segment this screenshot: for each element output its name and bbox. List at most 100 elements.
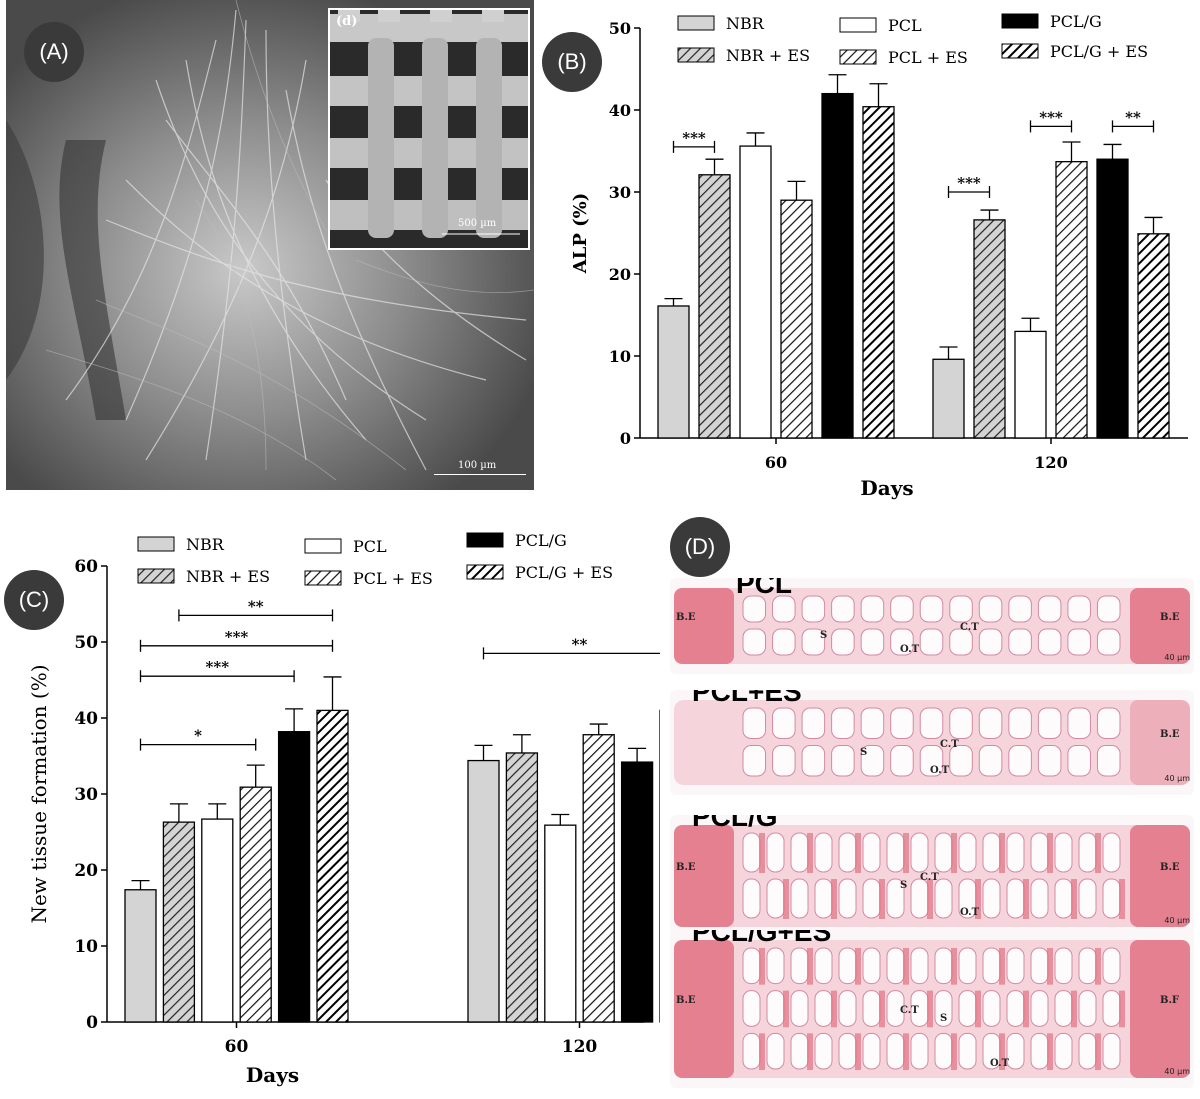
significance-label: ** xyxy=(572,635,588,653)
sem-micrograph: (d) 500 µm 100 µm xyxy=(6,0,534,490)
tissue-label-be-left: B.E xyxy=(676,995,696,1006)
tissue-label-s: S xyxy=(900,880,908,891)
bar xyxy=(1137,233,1170,439)
significance-label: *** xyxy=(957,174,981,192)
histology-title: PCL/G+ES xyxy=(692,930,832,947)
legend-swatch xyxy=(839,17,877,33)
bar xyxy=(657,305,690,439)
significance-label: ** xyxy=(248,597,264,615)
legend-swatch xyxy=(839,49,877,65)
bar xyxy=(201,818,234,1023)
bar xyxy=(505,752,539,1023)
x-tick-label: 60 xyxy=(225,1037,249,1057)
legend-label: PCL xyxy=(353,537,387,556)
x-tick-label: 60 xyxy=(765,453,787,472)
significance-label: *** xyxy=(206,658,230,676)
histology-title: PCL/G xyxy=(692,815,778,832)
tissue-label-be-right: B.E xyxy=(1160,862,1180,873)
bar xyxy=(467,759,500,1023)
y-tick-label: 0 xyxy=(86,1013,98,1033)
bar xyxy=(698,174,731,439)
bar xyxy=(277,731,311,1023)
histology-scale: 40 µm xyxy=(1164,653,1190,662)
legend-swatch xyxy=(466,532,504,548)
tissue-label-ot: O.T xyxy=(960,907,980,918)
y-tick-label: 10 xyxy=(74,937,98,957)
x-axis-label: Days xyxy=(246,1063,299,1087)
y-tick-label: 30 xyxy=(609,183,631,202)
histology-image xyxy=(670,930,1194,1088)
panel-c-badge: (C) xyxy=(4,570,64,630)
legend-swatch xyxy=(466,564,504,580)
bar xyxy=(1096,158,1129,439)
legend-swatch xyxy=(677,47,715,63)
bar xyxy=(620,761,654,1023)
tissue-label-s: S xyxy=(860,746,868,758)
tissue-label-be-left: B.E xyxy=(676,612,696,623)
y-axis-label: ALP (%) xyxy=(570,193,591,275)
x-tick-label: 120 xyxy=(1034,453,1067,472)
legend-label: PCL/G xyxy=(1050,12,1102,31)
bar xyxy=(582,734,615,1023)
y-tick-label: 40 xyxy=(609,101,631,120)
legend-label: NBR + ES xyxy=(726,46,810,65)
significance-label: *** xyxy=(1039,108,1063,126)
significance-label: *** xyxy=(682,129,706,147)
legend-label: PCL xyxy=(888,16,922,35)
tissue-label-ot: O.T xyxy=(900,644,920,655)
bar xyxy=(862,106,895,439)
y-tick-label: 50 xyxy=(74,633,98,653)
histology-section: PCL/G B.E B.E S C.T O.T 40 µm xyxy=(670,815,1194,937)
legend-label: PCL/G xyxy=(515,531,567,550)
legend-swatch xyxy=(137,536,175,552)
legend-label: NBR xyxy=(186,535,225,554)
histology-title: PCL xyxy=(736,578,792,599)
scaffold-grid-image xyxy=(330,10,528,248)
scale-bar xyxy=(434,474,526,475)
histology-title: PCL+ES xyxy=(692,690,802,707)
inset-scale-label: 500 µm xyxy=(458,218,497,229)
histology-section: PCL/G+ES B.E B.F S C.T O.T 40 µm xyxy=(670,930,1194,1088)
histology-image xyxy=(670,578,1194,674)
x-tick-label: 120 xyxy=(562,1037,598,1057)
bar xyxy=(1014,330,1047,439)
legend-label: NBR + ES xyxy=(186,567,270,586)
histology-scale: 40 µm xyxy=(1164,1067,1190,1076)
tissue-label-ot: O.T xyxy=(990,1058,1010,1069)
bar xyxy=(239,786,272,1023)
bar xyxy=(124,889,157,1023)
bar xyxy=(780,199,813,439)
y-tick-label: 50 xyxy=(609,19,631,38)
legend-swatch xyxy=(1001,43,1039,59)
legend-label: PCL + ES xyxy=(353,569,433,588)
x-axis-label: Days xyxy=(860,476,913,500)
scale-label: 100 µm xyxy=(458,460,497,471)
bar xyxy=(932,358,965,439)
bar xyxy=(973,219,1006,439)
bar xyxy=(544,824,577,1023)
tissue-label-ct: C.T xyxy=(920,872,939,883)
y-tick-label: 20 xyxy=(74,861,98,881)
panel-b-badge: (B) xyxy=(542,32,602,92)
tissue-label-be-right: B.E xyxy=(1160,612,1180,623)
legend-swatch xyxy=(1001,13,1039,29)
significance-label: ** xyxy=(1125,108,1141,126)
y-tick-label: 40 xyxy=(74,709,98,729)
inset-label: (d) xyxy=(336,14,358,29)
alp-chart: 0 10 20 30 40 50 ALP (%) Days 60 120 *** *** *** ** NB… xyxy=(540,0,1200,510)
tissue-chart-svg: 0 10 20 30 40 50 60 New tissue formation (%) Day… xyxy=(27,531,692,1087)
legend-swatch xyxy=(677,15,715,31)
y-tick-label: 0 xyxy=(620,429,631,448)
significance-label: *** xyxy=(225,628,249,646)
legend-label: PCL + ES xyxy=(888,48,968,67)
y-tick-label: 30 xyxy=(74,785,98,805)
y-tick-label: 10 xyxy=(609,347,631,366)
histology-image xyxy=(670,690,1194,795)
legend-swatch xyxy=(304,538,342,554)
histology-scale: 40 µm xyxy=(1164,774,1190,783)
tissue-label-ct: C.T xyxy=(940,738,959,750)
bar xyxy=(162,821,196,1023)
panel-a-badge: (A) xyxy=(24,22,84,82)
legend-label: PCL/G + ES xyxy=(1050,42,1148,61)
